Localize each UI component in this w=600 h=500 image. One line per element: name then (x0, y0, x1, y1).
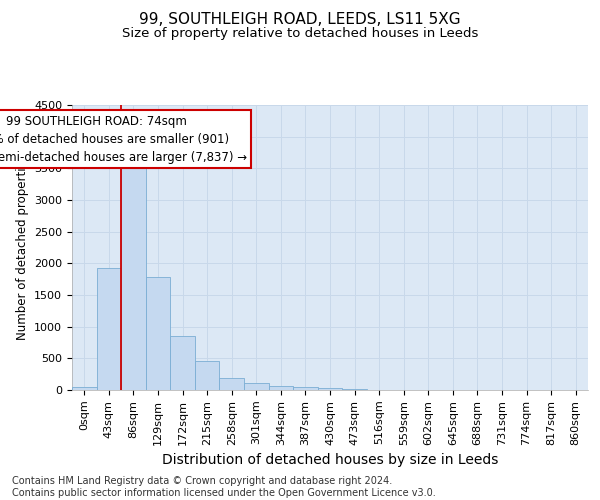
X-axis label: Distribution of detached houses by size in Leeds: Distribution of detached houses by size … (162, 453, 498, 467)
Bar (269, 386, 293, 390)
Bar (293, 387, 318, 390)
Y-axis label: Number of detached properties: Number of detached properties (16, 154, 29, 340)
Text: 99, SOUTHLEIGH ROAD, LEEDS, LS11 5XG: 99, SOUTHLEIGH ROAD, LEEDS, LS11 5XG (139, 12, 461, 28)
Bar (97, 268, 121, 390)
Bar (146, 278, 170, 390)
Bar (72, 387, 97, 390)
Text: Size of property relative to detached houses in Leeds: Size of property relative to detached ho… (122, 28, 478, 40)
Text: Contains HM Land Registry data © Crown copyright and database right 2024.
Contai: Contains HM Land Registry data © Crown c… (12, 476, 436, 498)
Bar (220, 378, 244, 390)
Bar (244, 384, 269, 390)
Bar (170, 336, 195, 390)
Bar (195, 361, 220, 390)
Bar (342, 388, 367, 390)
Text: 99 SOUTHLEIGH ROAD: 74sqm
← 10% of detached houses are smaller (901)
89% of semi: 99 SOUTHLEIGH ROAD: 74sqm ← 10% of detac… (0, 114, 247, 164)
Bar (121, 168, 146, 390)
Bar (318, 388, 342, 390)
